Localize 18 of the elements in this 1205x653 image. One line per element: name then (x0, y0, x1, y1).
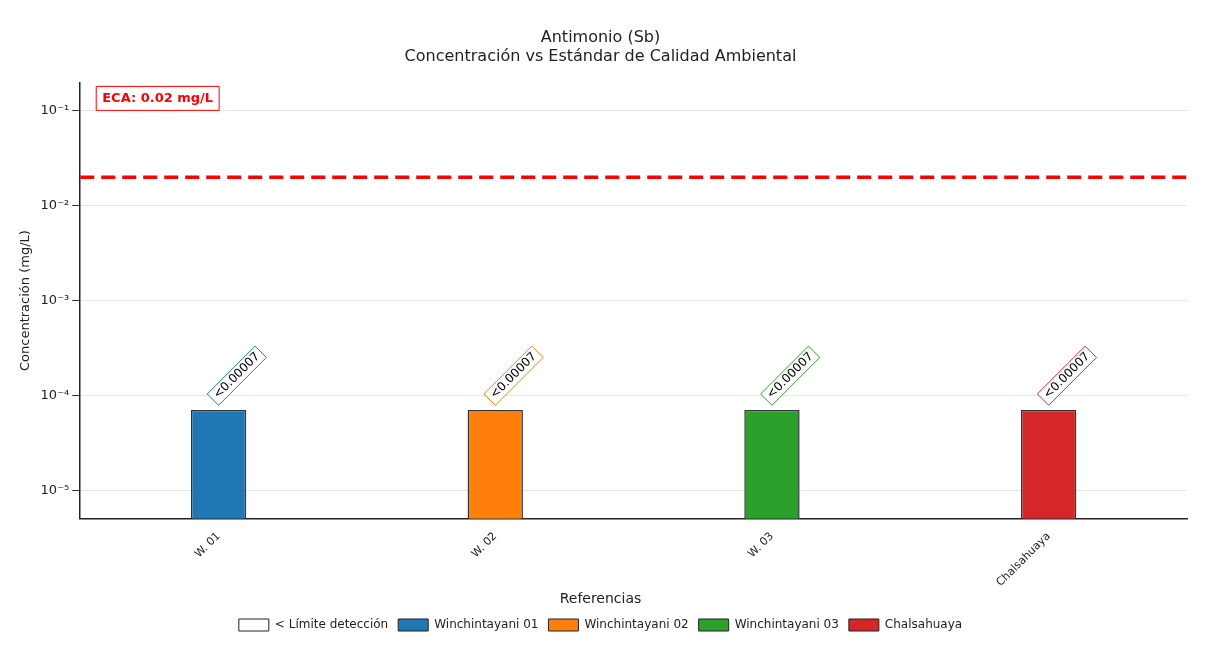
y-tick-label: 10⁻¹ (40, 102, 70, 118)
chart-title: Antimonio (Sb) (540, 26, 661, 46)
x-tick-label: W. 01 (191, 529, 223, 561)
legend-label: Chalsahuaya (884, 617, 963, 632)
ref-line-label: ECA: 0.02 mg/L (102, 89, 214, 105)
y-tick-label: 10⁻⁵ (40, 481, 70, 497)
chart-subtitle: Concentración vs Estándar de Calidad Ambiental (404, 45, 797, 65)
legend-title: Referencias (559, 589, 642, 606)
y-axis-title: Concentración (mg/L) (17, 230, 33, 371)
y-tick-label: 10⁻³ (40, 291, 70, 307)
y-tick-label: 10⁻⁴ (40, 386, 70, 402)
legend-label: Winchintayani 01 (434, 617, 539, 632)
x-tick-label: W. 02 (468, 529, 500, 561)
x-tick-label: W. 03 (745, 529, 777, 561)
legend-label: Winchintayani 03 (734, 617, 839, 632)
legend-label: < Límite detección (274, 617, 389, 632)
legend-label: Winchintayani 02 (584, 617, 689, 632)
y-tick-label: 10⁻² (40, 197, 70, 213)
